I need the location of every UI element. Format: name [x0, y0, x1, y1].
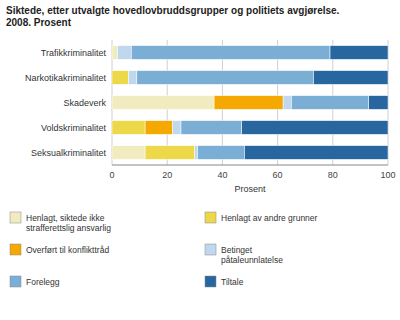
text-line: Henlagt av andre grunner	[221, 213, 318, 223]
grid	[112, 40, 388, 165]
bar-segment	[129, 71, 137, 85]
bar-segment	[291, 96, 368, 110]
x-tick-label: 20	[162, 170, 172, 180]
text-line: Henlagt, siktede ikke	[26, 213, 105, 223]
text-line: påtaleunnlatelse	[221, 255, 283, 265]
legend-swatch	[10, 212, 21, 223]
legend-swatch	[205, 276, 216, 287]
y-tick-label: Seksualkriminalitet	[31, 148, 107, 158]
legend-label: Overført til konflikttråd	[26, 245, 109, 255]
bar-segment	[198, 146, 245, 160]
x-axis-label: Prosent	[234, 184, 266, 194]
legend-swatch	[205, 212, 216, 223]
text-line: Overført til konflikttråd	[26, 245, 109, 255]
legend-swatch	[10, 244, 21, 255]
bar-segment	[244, 146, 388, 160]
bar-segment	[112, 146, 145, 160]
x-tick-label: 60	[273, 170, 283, 180]
chart: Siktede, etter utvalgte hovedlovbruddsgr…	[0, 0, 400, 320]
legend-label: Henlagt av andre grunner	[221, 213, 318, 223]
x-tick-label: 80	[328, 170, 338, 180]
bar-segment	[369, 96, 388, 110]
y-tick-label: Voldskriminalitet	[41, 123, 107, 133]
text-line: Tiltale	[221, 277, 244, 287]
bar-segment	[195, 146, 198, 160]
bar-segment	[131, 46, 330, 60]
bar-segment	[330, 46, 388, 60]
text-line: Forelegg	[26, 277, 60, 287]
x-axis-line	[112, 165, 388, 166]
bar-segment	[112, 71, 129, 85]
y-tick-label: Narkotikakriminalitet	[25, 73, 107, 83]
bar-segment	[242, 121, 388, 135]
x-tick-label: 40	[217, 170, 227, 180]
bar-segment	[137, 71, 314, 85]
bar-segment	[112, 96, 214, 110]
bar-segment	[145, 121, 173, 135]
bar-segment	[173, 121, 181, 135]
bar-segment	[181, 121, 242, 135]
legend-label: Henlagt, siktede ikkestrafferettslig ans…	[26, 213, 111, 233]
x-tick-label: 0	[109, 170, 114, 180]
bar-segment	[118, 46, 132, 60]
legend-swatch	[205, 244, 216, 255]
x-tick-label: 100	[380, 170, 395, 180]
bar-segment	[112, 46, 118, 60]
text-line: 2008. Prosent	[6, 17, 72, 28]
legend-label: Tiltale	[221, 277, 244, 287]
y-tick-label: Trafikkriminalitet	[41, 48, 107, 58]
bar-segment	[214, 96, 283, 110]
y-tick-label: Skadeverk	[63, 98, 106, 108]
legend-swatch	[10, 276, 21, 287]
text-line: Siktede, etter utvalgte hovedlovbruddsgr…	[6, 5, 340, 16]
title: Siktede, etter utvalgte hovedlovbruddsgr…	[6, 5, 340, 28]
bar-segment	[283, 96, 291, 110]
bar-segment	[145, 146, 195, 160]
legend: Henlagt, siktede ikkestrafferettslig ans…	[10, 212, 318, 287]
legend-label: Forelegg	[26, 277, 60, 287]
text-line: strafferettslig ansvarlig	[26, 223, 111, 233]
bar-segment	[112, 121, 145, 135]
background	[0, 0, 400, 320]
text-line: Betinget	[221, 245, 253, 255]
bars	[112, 46, 388, 160]
legend-label: Betingetpåtaleunnlatelse	[221, 245, 283, 265]
bar-segment	[313, 71, 388, 85]
